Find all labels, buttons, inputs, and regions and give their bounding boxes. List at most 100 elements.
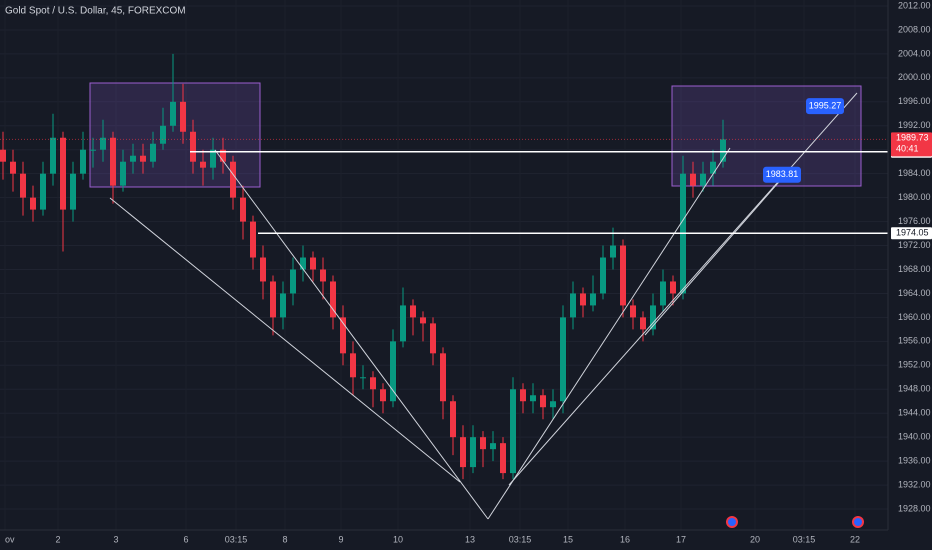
y-tick-label: 1956.00 bbox=[898, 336, 931, 346]
candle-body bbox=[420, 317, 426, 324]
price-axis bbox=[888, 0, 932, 550]
candle-body bbox=[260, 257, 266, 282]
x-tick-label: 20 bbox=[750, 534, 760, 544]
axes: 1928.00 1932.00 1936.00 1940.00 1944.00 1948.… bbox=[5, 0, 932, 544]
candle-body bbox=[700, 173, 706, 186]
candle-body bbox=[560, 317, 566, 402]
y-tick-label: 1976.00 bbox=[898, 216, 931, 226]
candle-body bbox=[690, 173, 696, 186]
candle-body bbox=[480, 437, 486, 450]
candle-body bbox=[10, 161, 16, 174]
candle-body bbox=[630, 305, 636, 318]
y-tick-label: 1960.00 bbox=[898, 312, 931, 322]
candle-body bbox=[640, 317, 646, 330]
candle-body bbox=[230, 161, 236, 198]
candle-body bbox=[470, 437, 476, 468]
candle-body bbox=[60, 137, 66, 210]
candle-body bbox=[340, 317, 346, 354]
candle-body bbox=[20, 173, 26, 198]
x-tick-label: 2 bbox=[55, 534, 60, 544]
x-tick-label: 16 bbox=[620, 534, 630, 544]
candle-body bbox=[210, 149, 216, 168]
candle-body bbox=[270, 281, 276, 318]
trend-line bbox=[109, 197, 461, 483]
x-tick-label: 22 bbox=[850, 534, 860, 544]
trend-line bbox=[644, 174, 786, 336]
candle-body bbox=[360, 377, 366, 379]
price-annotation: 1995.27 bbox=[809, 101, 842, 111]
y-tick-label: 1948.00 bbox=[898, 384, 931, 394]
candle-body bbox=[290, 269, 296, 294]
candle-body bbox=[620, 245, 626, 306]
candle-body bbox=[190, 131, 196, 162]
candle-body bbox=[430, 323, 436, 354]
x-tick-label: 6 bbox=[183, 534, 188, 544]
candle-body bbox=[570, 293, 576, 318]
candle-body bbox=[240, 197, 246, 222]
y-tick-label: 2004.00 bbox=[898, 48, 931, 58]
y-tick-label: 1940.00 bbox=[898, 432, 931, 442]
level-label-bg bbox=[891, 227, 932, 240]
candle-body bbox=[160, 125, 166, 144]
candle-body bbox=[140, 155, 146, 162]
x-tick-label: 10 bbox=[393, 534, 403, 544]
x-tick-label: ov bbox=[5, 534, 15, 544]
y-tick-label: 1932.00 bbox=[898, 479, 931, 489]
candle-body bbox=[450, 401, 456, 438]
candle-body bbox=[170, 101, 176, 126]
y-tick-label: 1984.00 bbox=[898, 168, 931, 178]
y-tick-label: 1972.00 bbox=[898, 240, 931, 250]
trend-line bbox=[508, 92, 858, 486]
candle-body bbox=[110, 137, 116, 186]
candle-body bbox=[410, 305, 416, 318]
candle-body bbox=[30, 197, 36, 210]
x-tick-label: 8 bbox=[282, 534, 287, 544]
y-tick-label: 1980.00 bbox=[898, 192, 931, 202]
candle-body bbox=[380, 389, 386, 402]
candle-body bbox=[70, 173, 76, 210]
candle-body bbox=[330, 281, 336, 318]
y-tick-label: 1968.00 bbox=[898, 264, 931, 274]
last-price-label: 1989.73 bbox=[896, 133, 929, 143]
candle-body bbox=[200, 161, 206, 168]
price-annotation: 1983.81 bbox=[766, 169, 799, 179]
x-tick-label: 9 bbox=[338, 534, 343, 544]
candle-body bbox=[490, 443, 496, 450]
trend-line bbox=[214, 149, 489, 520]
x-tick-label: 03:15 bbox=[225, 534, 248, 544]
x-tick-label: 13 bbox=[465, 534, 475, 544]
trend-line bbox=[487, 147, 731, 520]
candle-body bbox=[300, 257, 306, 270]
candle-body bbox=[120, 161, 126, 186]
price-annotation-bg bbox=[763, 166, 801, 183]
x-tick-label: 3 bbox=[113, 534, 118, 544]
candle-body bbox=[440, 353, 446, 402]
candle-body bbox=[530, 395, 536, 402]
y-tick-label: 2012.00 bbox=[898, 0, 931, 10]
candle-body bbox=[580, 293, 586, 306]
level-label: 1974.05 bbox=[896, 228, 929, 238]
candle-body bbox=[520, 389, 526, 402]
candle-body bbox=[150, 143, 156, 162]
candle-body bbox=[710, 161, 716, 174]
x-tick-label: 17 bbox=[676, 534, 686, 544]
candle-body bbox=[310, 257, 316, 270]
candle-body bbox=[540, 395, 546, 408]
candle-body bbox=[510, 389, 516, 474]
candle-body bbox=[660, 281, 666, 306]
chart-title: Gold Spot / U.S. Dollar, 45, FOREXCOM bbox=[5, 6, 186, 17]
y-tick-label: 1936.00 bbox=[898, 456, 931, 466]
y-tick-label: 1944.00 bbox=[898, 408, 931, 418]
y-tick-label: 1964.00 bbox=[898, 288, 931, 298]
candle-body bbox=[400, 305, 406, 342]
candle-body bbox=[370, 377, 376, 390]
time-axis bbox=[0, 530, 932, 550]
y-tick-label: 1996.00 bbox=[898, 96, 931, 106]
candle-body bbox=[460, 437, 466, 468]
candle-body bbox=[80, 149, 86, 174]
candle-body bbox=[280, 293, 286, 318]
price-annotation-bg bbox=[806, 98, 844, 115]
candle-body bbox=[130, 155, 136, 162]
candle-body bbox=[0, 149, 6, 162]
candle-body bbox=[650, 305, 656, 330]
